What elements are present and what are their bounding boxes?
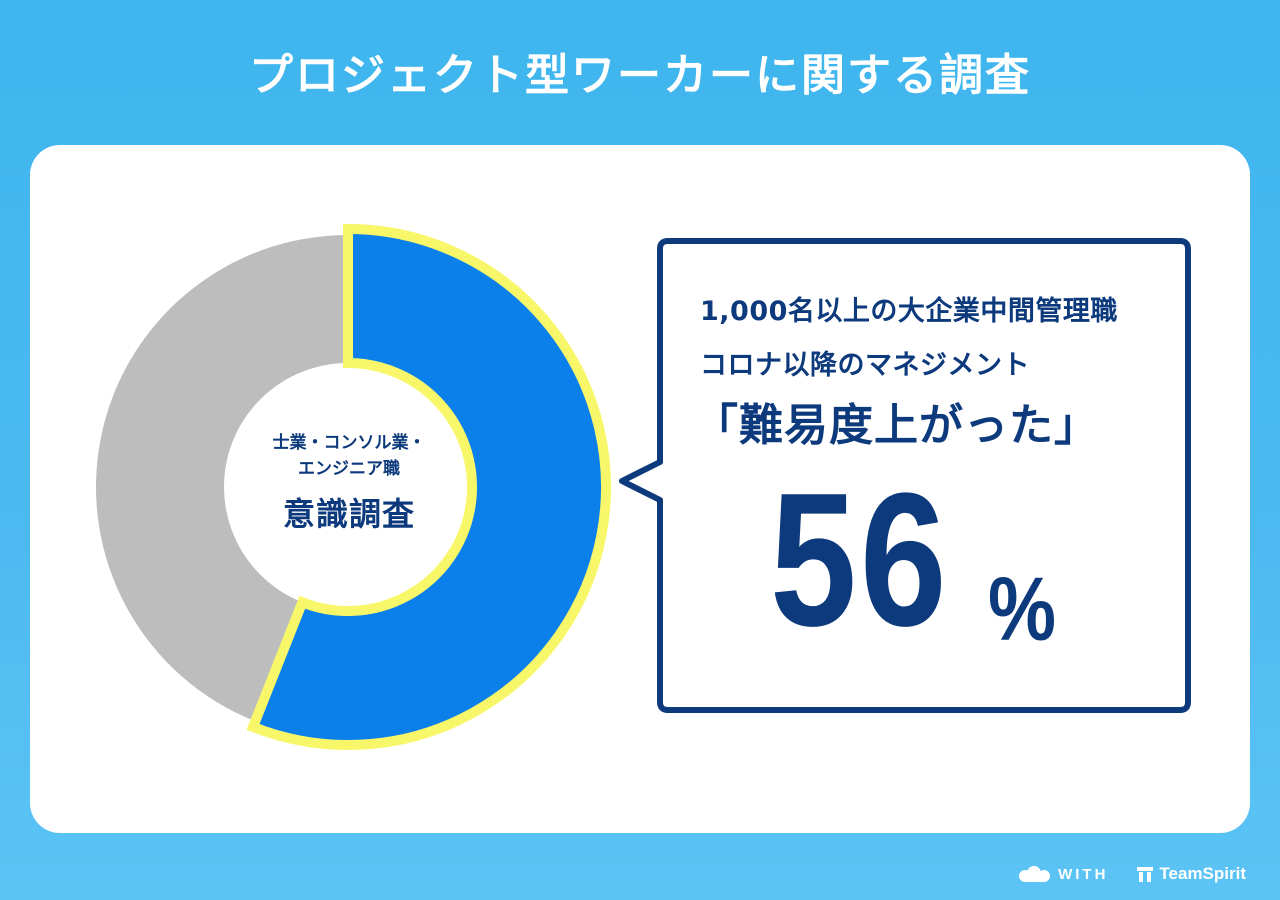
donut-chart — [96, 223, 611, 750]
teamspirit-logo-text: TeamSpirit — [1159, 864, 1246, 883]
callout-topic: コロナ以降のマネジメント — [700, 350, 1030, 381]
with-logo: WITH — [1018, 865, 1108, 883]
survey-target-line1: 士業・コンソル業・ — [272, 433, 426, 453]
survey-target-line2: エンジニア職 — [298, 459, 400, 479]
teamspirit-logo: TeamSpirit — [1136, 864, 1246, 884]
percentage-unit: % — [988, 560, 1057, 660]
percentage-display: 56 % — [770, 460, 1150, 670]
donut-slice-rest — [96, 235, 348, 722]
cloud-icon — [1019, 866, 1051, 882]
footer-logos: WITH TeamSpirit — [1018, 862, 1246, 886]
callout-target: 1,000名以上の大企業中間管理職 — [700, 296, 1118, 327]
page-title: プロジェクト型ワーカーに関する調査 — [249, 50, 1031, 101]
survey-name: 意識調査 — [282, 495, 415, 533]
teamspirit-mark-icon — [1137, 867, 1154, 882]
callout-text: 1,000名以上の大企業中間管理職 コロナ以降のマネジメント 「難易度上がった」 — [694, 290, 1160, 456]
donut-slice-highlight — [246, 223, 611, 750]
donut-center-label: 士業・コンソル業・ エンジニア職 意識調査 — [249, 430, 449, 536]
with-logo-text: WITH — [1058, 865, 1109, 883]
percentage-value: 56 — [770, 454, 950, 666]
callout-answer: 「難易度上がった」 — [694, 400, 1099, 451]
